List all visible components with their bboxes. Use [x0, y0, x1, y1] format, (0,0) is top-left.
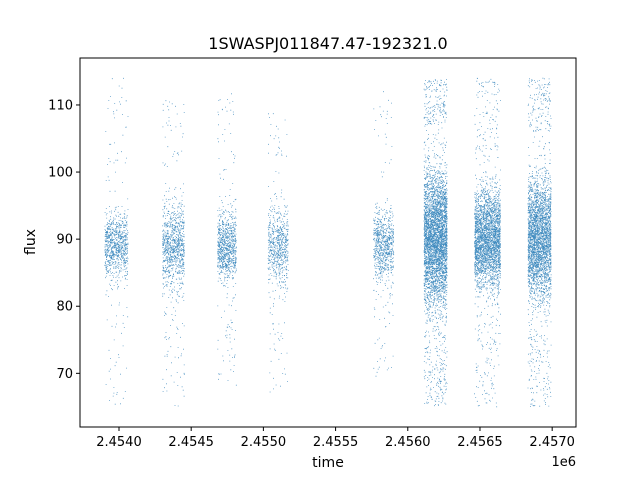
- y-axis-label: flux: [23, 229, 39, 255]
- season-point-markers: [104, 77, 129, 405]
- season-point-markers: [217, 93, 237, 386]
- y-tick-label: 70: [56, 367, 73, 382]
- season-point-markers: [267, 113, 289, 393]
- season-points: [217, 93, 237, 386]
- x-tick-label: 2.4550: [241, 435, 287, 450]
- season-point-markers: [373, 91, 395, 377]
- season-point-markers: [423, 79, 448, 407]
- y-tick-label: 100: [48, 166, 73, 181]
- season-points: [423, 79, 448, 407]
- y-tick-label: 90: [56, 233, 73, 248]
- x-axis-offset-label: 1e6: [551, 455, 576, 470]
- x-axis: 2.4540 2.4545 2.4550 2.4555 2.4560 2.4565 2.45…: [96, 427, 575, 450]
- y-axis: 70 80 90 100 110: [48, 98, 80, 382]
- season-points: [373, 91, 395, 377]
- x-tick-label: 2.4565: [457, 435, 503, 450]
- chart-title: 1SWASPJ011847.47-192321.0: [208, 34, 447, 53]
- x-tick-label: 2.4560: [385, 435, 431, 450]
- x-tick-label: 2.4545: [168, 435, 214, 450]
- season-points: [267, 113, 289, 393]
- season-points: [162, 100, 185, 407]
- season-point-markers: [162, 100, 185, 407]
- y-tick-label: 110: [48, 98, 73, 113]
- season-point-markers: [474, 77, 501, 408]
- x-tick-label: 2.4540: [96, 435, 142, 450]
- season-points: [527, 77, 552, 407]
- x-axis-label: time: [312, 455, 344, 471]
- y-tick-label: 80: [56, 300, 73, 315]
- season-points: [474, 77, 501, 408]
- season-point-markers: [527, 77, 552, 407]
- x-tick-label: 2.4570: [529, 435, 575, 450]
- x-tick-label: 2.4555: [313, 435, 359, 450]
- season-points: [104, 77, 129, 405]
- plot-frame: [79, 57, 577, 428]
- data-points: [104, 77, 552, 408]
